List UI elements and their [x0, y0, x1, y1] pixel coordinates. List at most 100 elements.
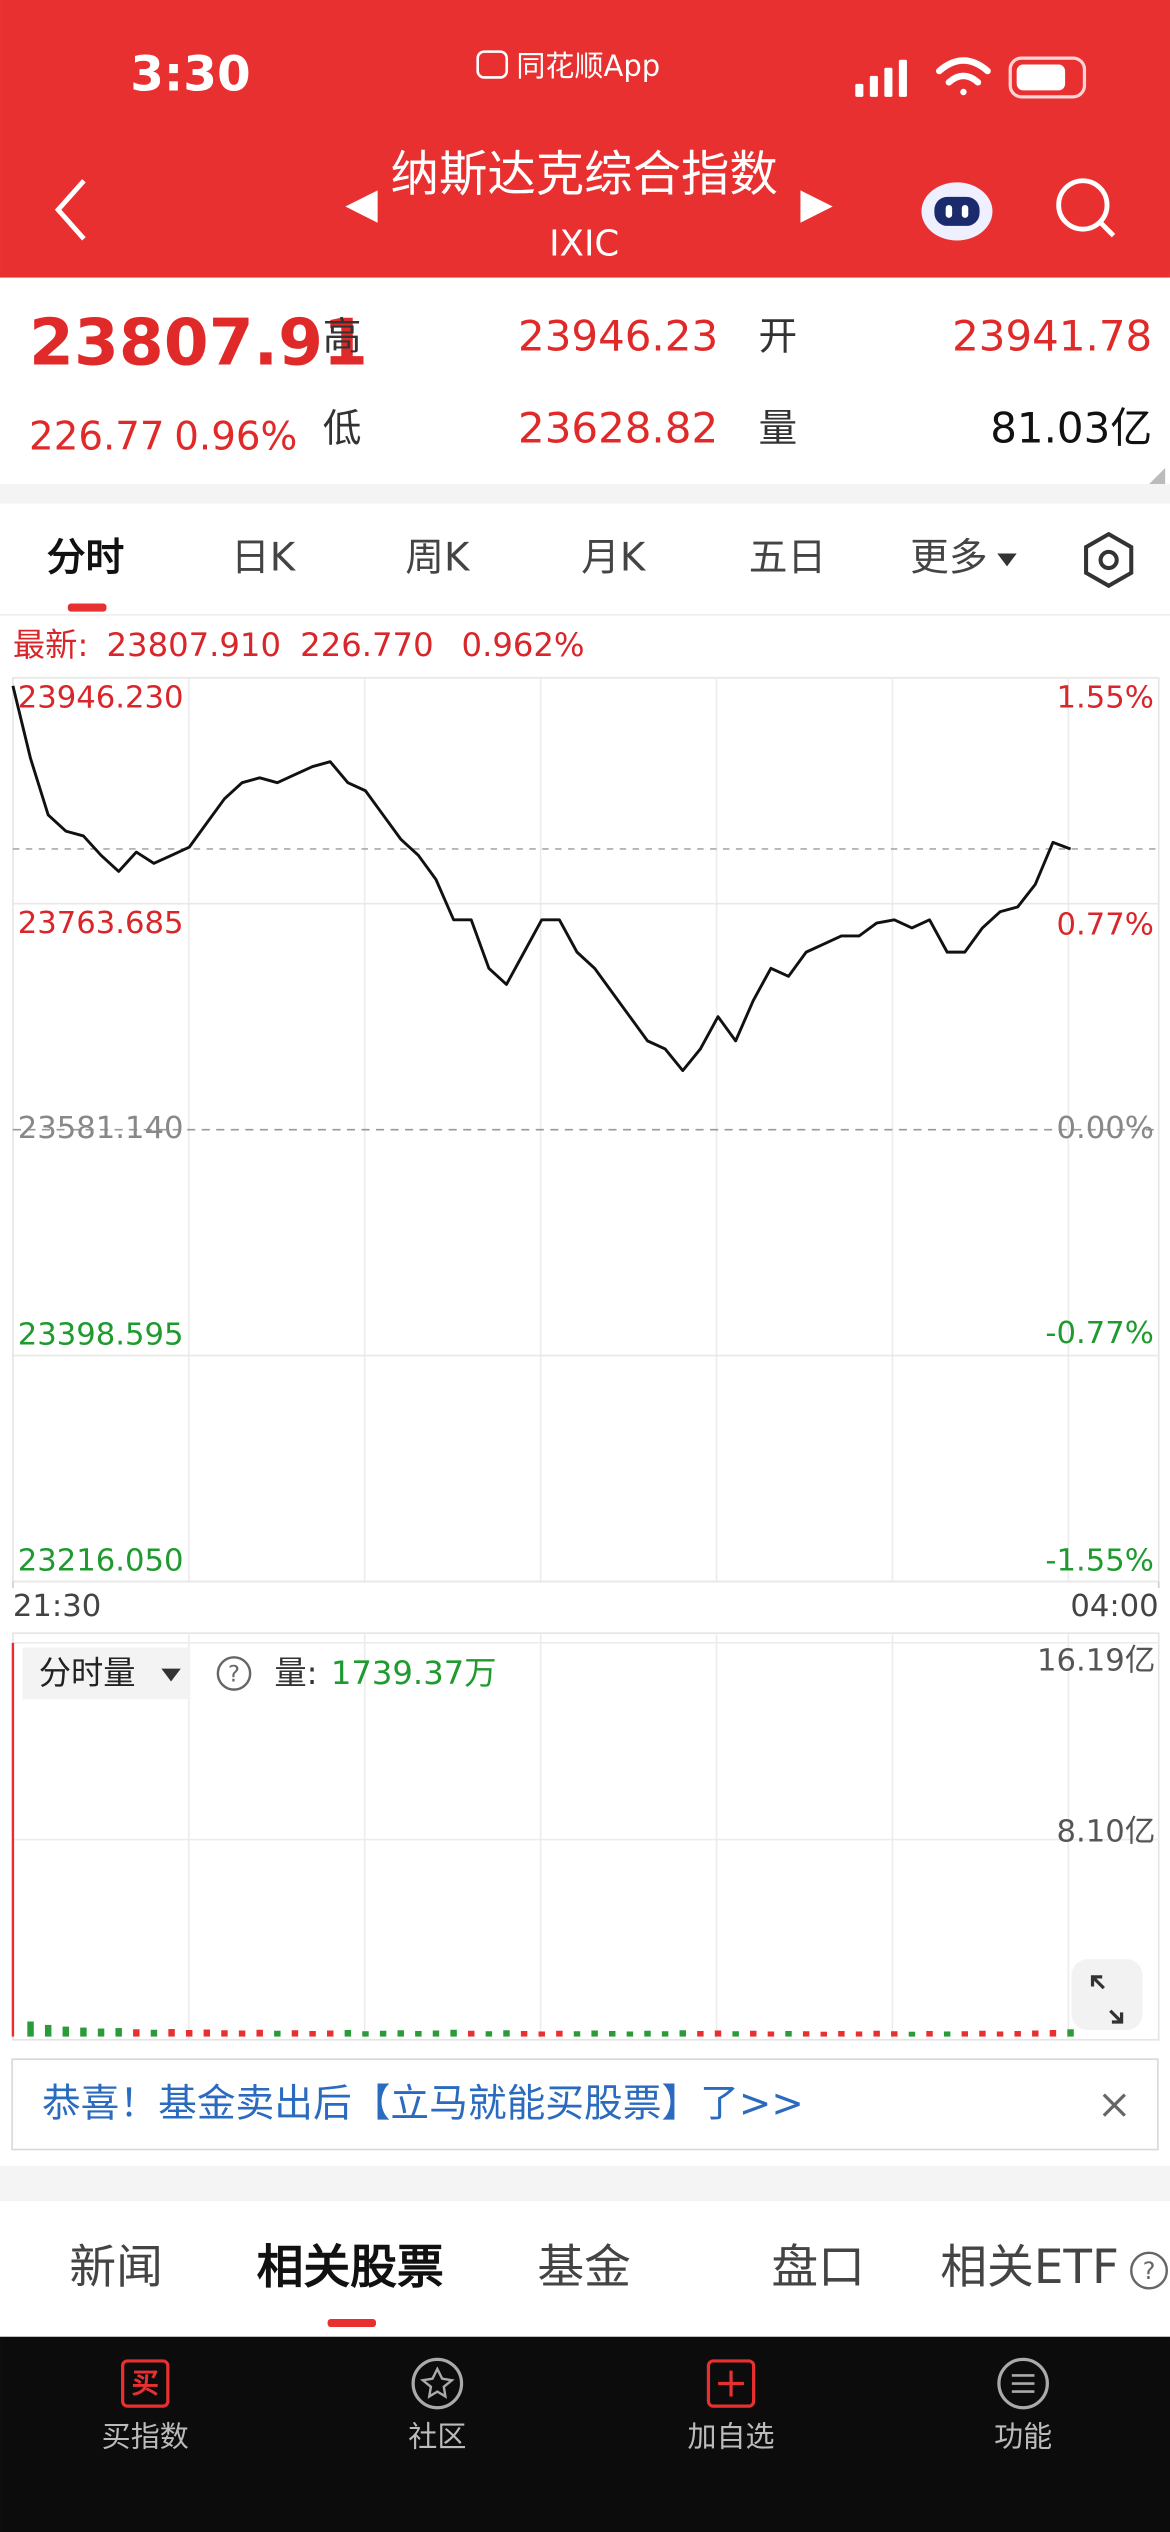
volume-bar: [732, 2031, 739, 2037]
volume-bar: [1014, 2030, 1021, 2037]
volume-bar: [362, 2031, 369, 2037]
volume-bar: [115, 2028, 122, 2037]
volume-bar: [908, 2031, 916, 2037]
signal-icon: [855, 59, 907, 97]
bottom-tab[interactable]: 相关股票: [257, 2241, 444, 2295]
high-value: 23946.23: [518, 311, 718, 360]
volume-bar: [468, 2030, 475, 2037]
banner[interactable]: [11, 2058, 1159, 2151]
battery-icon: [1008, 56, 1087, 99]
banner-close[interactable]: [1102, 2093, 1126, 2117]
y-tick-label: 8.10亿: [1057, 1815, 1156, 1850]
period-tab[interactable]: 更多: [910, 535, 987, 580]
volume-bar: [750, 2030, 757, 2037]
search-button[interactable]: [1056, 178, 1116, 238]
y2-tick-label: -1.55%: [1045, 1544, 1153, 1579]
volume-bar: [397, 2030, 404, 2037]
nav-item[interactable]: 社区: [408, 2419, 466, 2453]
prev-button[interactable]: [345, 190, 378, 223]
y-tick-label: 23946.230: [18, 680, 184, 715]
nav-item[interactable]: 买指数: [102, 2419, 189, 2453]
community-icon: [411, 2357, 464, 2410]
bottom-tab-underline: [327, 2318, 377, 2328]
volume-bar: [326, 2030, 334, 2037]
period-tab[interactable]: 日K: [231, 535, 297, 580]
open-label: 开: [758, 314, 797, 359]
volume-bar: [97, 2028, 105, 2037]
volume-bar: [274, 2030, 281, 2037]
selector-bg[interactable]: [22, 1647, 191, 1700]
volume-label: 量: [758, 406, 797, 451]
more-arrow: [997, 553, 1017, 567]
volume-bar: [379, 2030, 387, 2037]
volume-bar: [538, 2031, 545, 2037]
community-star: [419, 2366, 455, 2399]
y-tick-label: 23581.140: [18, 1111, 184, 1146]
hour-grid: [188, 677, 1070, 2040]
status-app: 同花顺App: [516, 49, 660, 83]
volume-bar: [150, 2029, 158, 2037]
volume-selector[interactable]: 分时量: [39, 1654, 136, 1692]
latest-change: 226.770: [300, 626, 433, 664]
bottom-tab[interactable]: 新闻: [69, 2241, 163, 2295]
volume-bar: [1067, 2029, 1074, 2037]
battery-level: [1016, 64, 1066, 91]
y-tick-label: 16.19亿: [1037, 1644, 1155, 1679]
period-tabs: 分时 日K 周K 月K 五日 更多: [47, 535, 988, 580]
robot-button[interactable]: [921, 182, 993, 241]
period-tab[interactable]: 五日: [749, 535, 826, 580]
volume-bar: [926, 2030, 933, 2037]
nav-item[interactable]: 功能: [994, 2419, 1052, 2453]
volume-bar: [697, 2030, 704, 2037]
nav-item[interactable]: 加自选: [687, 2419, 774, 2453]
bottom-tab[interactable]: 相关ETF: [940, 2241, 1119, 2295]
tab-underline: [67, 603, 107, 612]
volume-bar: [855, 2031, 863, 2037]
app-icon: [476, 50, 509, 79]
bottom-tab[interactable]: 基金: [537, 2241, 631, 2295]
volume-bar: [238, 2030, 246, 2037]
help-circle[interactable]: [216, 1656, 252, 1691]
y2-tick-label: -0.77%: [1045, 1316, 1153, 1351]
y-tick-label: 23763.685: [18, 906, 184, 941]
period-tab[interactable]: 周K: [405, 535, 471, 580]
period-tab[interactable]: 分时: [47, 535, 124, 580]
volume-bar: [626, 2031, 634, 2037]
low-label: 低: [323, 406, 362, 451]
settings-button[interactable]: [1084, 531, 1134, 589]
volume-bar: [679, 2030, 686, 2037]
volume-bar: [203, 2029, 211, 2037]
page-title: 纳斯达克综合指数: [391, 147, 778, 203]
volume-bar: [520, 2030, 528, 2037]
help-circle[interactable]: [1130, 2251, 1168, 2290]
volume-bar: [450, 2029, 457, 2037]
help-mark: ?: [1143, 2257, 1156, 2285]
back-button[interactable]: [54, 179, 86, 241]
last-price: 23807.91: [29, 306, 368, 381]
fullscreen-button[interactable]: [1071, 1959, 1143, 2031]
volume-bar: [996, 2031, 1004, 2037]
buy-icon-box: [121, 2359, 170, 2408]
latest-label: 最新:: [13, 626, 88, 664]
fullscreen-icon: [1090, 1975, 1124, 2024]
next-button[interactable]: [800, 190, 833, 223]
x-tick-label: 04:00: [1070, 1589, 1158, 1624]
buy-icon: 买: [132, 2369, 159, 2400]
menu-lines: [1011, 2374, 1035, 2393]
period-tab[interactable]: 月K: [581, 535, 647, 580]
volume-bar: [485, 2031, 493, 2037]
add-icon: [706, 2359, 756, 2408]
volume-bar: [256, 2029, 263, 2037]
banner-text[interactable]: 恭喜！基金卖出后【立马就能买股票】了>>: [42, 2081, 804, 2126]
separator: [0, 484, 1170, 504]
latest-price: 23807.910: [107, 626, 281, 664]
bottom-tab[interactable]: 盘口: [771, 2241, 865, 2295]
volume-bar: [291, 2030, 299, 2037]
menu-icon: [997, 2357, 1049, 2410]
volume-bar: [573, 2031, 581, 2037]
volume-value: 81.03亿: [990, 403, 1152, 452]
volume-bar: [221, 2030, 228, 2037]
latest-pct: 0.962%: [462, 626, 585, 664]
volume-bar: [609, 2030, 616, 2037]
